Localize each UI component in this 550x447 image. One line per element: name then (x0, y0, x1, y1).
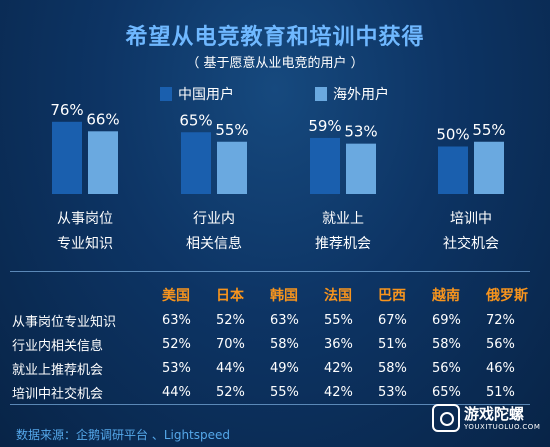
bar-label-china-1: 65% (179, 111, 212, 129)
cell-2-3: 42% (324, 360, 353, 376)
watermark-name: 游戏陀螺 (464, 404, 525, 423)
table-row: 就业上推荐机会 53% 44% 49% 42% 58% 56% 46% (12, 356, 540, 380)
legend-swatch-china (160, 87, 172, 101)
table-row: 培训中社交机会 44% 52% 55% 42% 53% 65% 51% (12, 380, 540, 404)
country-table: 美国 日本 韩国 法国 巴西 越南 俄罗斯 从事岗位专业知识 63% 52% 63% 55% 67% 6… (12, 282, 540, 404)
category-label-0-line-0: 从事岗位 (57, 211, 113, 227)
bar-china-1 (181, 132, 211, 194)
cell-0-2: 63% (270, 312, 299, 328)
bar-label-china-0: 76% (50, 101, 83, 119)
legend-label-china: 中国用户 (178, 87, 234, 103)
cell-3-2: 55% (270, 384, 299, 400)
cell-3-6: 51% (486, 384, 515, 400)
category-label-2: 就业上 推荐机会 (288, 207, 398, 257)
category-label-1: 行业内 相关信息 (159, 207, 269, 257)
cell-1-3: 36% (324, 336, 353, 352)
cell-1-4: 51% (378, 336, 407, 352)
category-label-2-line-1: 推荐机会 (315, 236, 371, 252)
cell-2-4: 58% (378, 360, 407, 376)
cell-3-3: 42% (324, 384, 353, 400)
cell-2-2: 49% (270, 360, 299, 376)
table-corner (12, 282, 162, 308)
bar-chart: 76% 65% 59% 50% 66% 55% 53% 55% (50, 101, 506, 194)
category-label-0: 从事岗位 专业知识 (30, 207, 140, 257)
bar-label-overseas-1: 55% (215, 121, 248, 139)
cell-2-1: 44% (216, 360, 245, 376)
bar-overseas-1 (217, 141, 247, 194)
bar-overseas-2 (346, 143, 376, 194)
chart-subtitle: （ 基于愿意从业电竞的用户 ） (186, 56, 364, 71)
category-label-0-line-1: 专业知识 (57, 236, 113, 252)
cell-0-0: 63% (162, 312, 191, 328)
table-body: 从事岗位专业知识 63% 52% 63% 55% 67% 69% 72% 行业内相关信息 52% 7… (12, 308, 540, 404)
legend-swatch-overseas (315, 87, 327, 101)
cell-0-4: 67% (378, 312, 407, 328)
category-label-3-line-0: 培训中 (450, 211, 492, 227)
cell-0-1: 52% (216, 312, 245, 328)
bar-label-overseas-2: 53% (344, 123, 377, 141)
cell-1-2: 58% (270, 336, 299, 352)
cell-3-0: 44% (162, 384, 191, 400)
cell-0-3: 55% (324, 312, 353, 328)
cell-3-5: 65% (432, 384, 461, 400)
watermark-logo-icon (432, 404, 460, 432)
cell-2-6: 46% (486, 360, 515, 376)
divider-bottom (10, 404, 530, 405)
data-source: 数据来源：企鹅调研平台 、Lightspeed (16, 428, 231, 442)
divider-top (10, 271, 530, 272)
category-label-1-line-1: 相关信息 (186, 236, 242, 252)
bar-china-0 (52, 121, 82, 194)
row-label-1: 行业内相关信息 (12, 338, 104, 354)
category-label-3-line-1: 社交机会 (443, 236, 499, 252)
watermark-sub: YOUXITUOLUO.COM (464, 422, 541, 431)
bar-label-overseas-0: 66% (86, 110, 119, 128)
legend-overseas: 海外用户 (315, 84, 389, 104)
table-row: 从事岗位专业知识 63% 52% 63% 55% 67% 69% 72% (12, 308, 540, 332)
column-header-4: 巴西 (378, 288, 406, 304)
column-header-3: 法国 (324, 288, 352, 304)
watermark: 游戏陀螺 YOUXITUOLUO.COM (432, 398, 544, 438)
column-header-5: 越南 (432, 288, 460, 304)
bar-label-china-2: 59% (308, 117, 341, 135)
bar-china-3 (438, 146, 468, 194)
column-header-6: 俄罗斯 (486, 288, 528, 304)
column-header-0: 美国 (162, 288, 190, 304)
cell-2-0: 53% (162, 360, 191, 376)
table-row: 行业内相关信息 52% 70% 58% 36% 51% 58% 56% (12, 332, 540, 356)
column-header-1: 日本 (216, 288, 244, 304)
category-label-3: 培训中 社交机会 (416, 207, 526, 257)
cell-3-1: 52% (216, 384, 245, 400)
row-label-2: 就业上推荐机会 (12, 362, 104, 378)
legend-china: 中国用户 (160, 84, 234, 104)
table-header-row: 美国 日本 韩国 法国 巴西 越南 俄罗斯 (12, 282, 540, 308)
cell-0-5: 69% (432, 312, 461, 328)
cell-1-6: 56% (486, 336, 515, 352)
cell-0-6: 72% (486, 312, 515, 328)
legend-label-overseas: 海外用户 (333, 87, 389, 103)
cell-2-5: 56% (432, 360, 461, 376)
cell-3-4: 53% (378, 384, 407, 400)
row-label-0: 从事岗位专业知识 (12, 314, 117, 330)
bar-label-china-3: 50% (436, 126, 469, 144)
row-label-3: 培训中社交机会 (12, 386, 104, 402)
bar-overseas-0 (88, 131, 118, 194)
cell-1-0: 52% (162, 336, 191, 352)
bar-china-2 (310, 137, 340, 194)
bar-label-overseas-3: 55% (472, 121, 505, 139)
bar-overseas-3 (474, 141, 504, 194)
category-label-2-line-0: 就业上 (322, 211, 364, 227)
cell-1-5: 58% (432, 336, 461, 352)
category-label-1-line-0: 行业内 (193, 211, 235, 227)
chart-title: 希望从电竞教育和培训中获得 (125, 25, 425, 50)
cell-1-1: 70% (216, 336, 245, 352)
column-header-2: 韩国 (270, 288, 298, 304)
